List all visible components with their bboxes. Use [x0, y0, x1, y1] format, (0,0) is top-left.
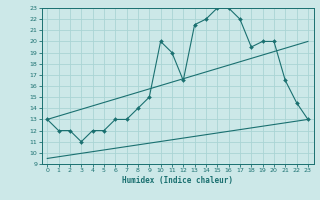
X-axis label: Humidex (Indice chaleur): Humidex (Indice chaleur)	[122, 176, 233, 185]
